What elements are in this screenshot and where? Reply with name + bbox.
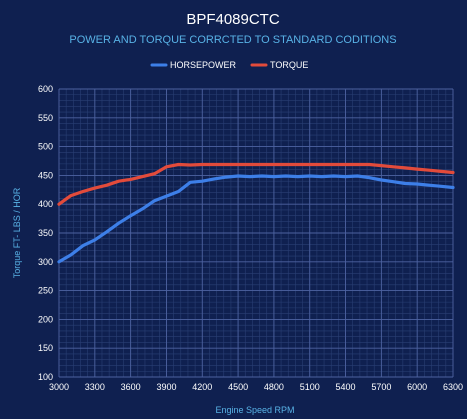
grid-major [58,88,454,378]
legend-label-torque[interactable]: TORQUE [270,60,308,70]
y-tick-label: 350 [38,228,53,238]
y-tick-label: 600 [38,84,53,94]
x-tick-label: 3600 [121,382,141,392]
x-tick-label: 6000 [407,382,427,392]
y-axis-ticks: 100 150 200 250 300 350 400 450 500 550 600 [38,84,53,382]
y-tick-label: 200 [38,314,53,324]
y-tick-label: 450 [38,170,53,180]
x-tick-label: 4500 [228,382,248,392]
x-tick-label: 3900 [156,382,176,392]
y-tick-label: 550 [38,113,53,123]
legend[interactable]: HORSEPOWER TORQUE [150,60,308,70]
x-tick-label: 5100 [300,382,320,392]
y-axis-label: Torque FT- LBS / HOR [12,187,22,278]
y-tick-label: 100 [38,372,53,382]
y-tick-label: 300 [38,257,53,267]
legend-label-horsepower[interactable]: HORSEPOWER [170,60,237,70]
series-lines [57,162,455,264]
x-tick-label: 4200 [192,382,212,392]
y-tick-label: 250 [38,286,53,296]
chart-title: BPF4089CTC [186,11,280,28]
y-tick-label: 150 [38,343,53,353]
series-line-horsepower [57,174,455,264]
chart-subtitle: POWER AND TORQUE CORRCTED TO STANDARD CO… [69,34,396,46]
y-tick-label: 500 [38,142,53,152]
x-tick-label: 3000 [49,382,69,392]
x-tick-label: 4800 [264,382,284,392]
y-tick-label: 400 [38,199,53,209]
x-tick-label: 5700 [371,382,391,392]
x-tick-label: 6300 [443,382,463,392]
series-line-torque [57,162,455,206]
x-tick-label: 3300 [85,382,105,392]
x-axis-ticks: 3000 3300 3600 3900 4200 4500 4800 5100 5400 5700… [49,382,463,392]
x-tick-label: 5400 [336,382,356,392]
x-axis-label: Engine Speed RPM [215,405,294,415]
